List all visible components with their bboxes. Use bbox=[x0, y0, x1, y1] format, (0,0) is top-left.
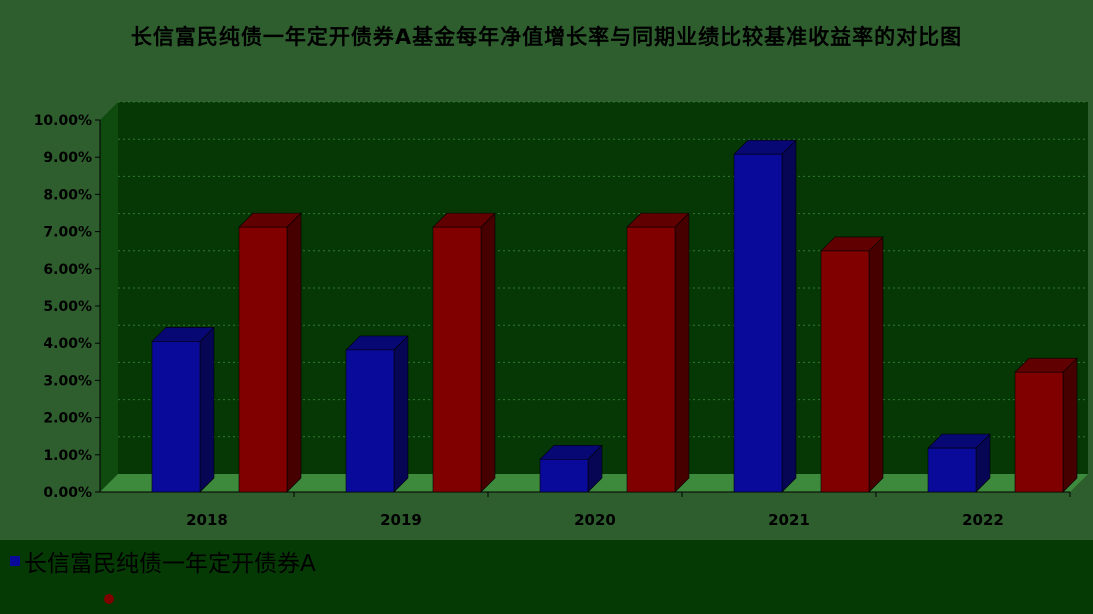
x-tick-label: 2019 bbox=[380, 511, 422, 529]
bar-side bbox=[286, 212, 302, 493]
bar-benchmark-2021 bbox=[820, 250, 870, 493]
x-tick-label: 2022 bbox=[962, 511, 1004, 529]
chart-plot: 0.00% 1.00% 2.00% 3.00% 4.00% 5.00% 6.00% 7.00%… bbox=[34, 101, 1088, 529]
bar-benchmark-2019 bbox=[432, 226, 482, 493]
x-tick-label: 2021 bbox=[768, 511, 810, 529]
legend-swatch-series-2 bbox=[104, 594, 114, 604]
x-tick-label: 2020 bbox=[574, 511, 616, 529]
bar-side bbox=[868, 236, 884, 493]
bar-side bbox=[199, 326, 215, 493]
y-tick-label: 9.00% bbox=[43, 150, 92, 166]
y-tick-label: 4.00% bbox=[43, 336, 92, 352]
y-tick-label: 7.00% bbox=[43, 225, 92, 241]
y-tick-label: 10.00% bbox=[34, 113, 92, 129]
y-tick-label: 2.00% bbox=[43, 411, 92, 427]
bar-benchmark-2020 bbox=[626, 226, 676, 493]
bar-fund-2019 bbox=[345, 349, 395, 493]
bar-benchmark-2022 bbox=[1014, 371, 1064, 493]
bar-fund-2021 bbox=[733, 153, 783, 493]
bar-side bbox=[781, 139, 797, 493]
bar-side bbox=[393, 335, 409, 493]
bar-side bbox=[1062, 357, 1078, 493]
bar-fund-2020 bbox=[539, 458, 589, 493]
chart-title: 长信富民纯债一年定开债券A基金每年净值增长率与同期业绩比较基准收益率的对比图 bbox=[130, 25, 963, 49]
legend: 长信富民纯债一年定开债券A bbox=[0, 540, 1093, 614]
legend-item-series-2 bbox=[104, 594, 118, 604]
bar-fund-2018 bbox=[151, 341, 201, 493]
y-tick-label: 6.00% bbox=[43, 262, 92, 278]
plot-left-wall bbox=[100, 102, 118, 492]
y-tick-label: 5.00% bbox=[43, 299, 92, 315]
legend-label-series-1: 长信富民纯债一年定开债券A bbox=[24, 551, 316, 577]
legend-swatch-series-1 bbox=[10, 556, 20, 566]
y-tick-label: 0.00% bbox=[43, 485, 92, 501]
bar-benchmark-2018 bbox=[238, 226, 288, 493]
bar-fund-2022 bbox=[927, 447, 977, 493]
legend-item-series-1: 长信富民纯债一年定开债券A bbox=[10, 544, 316, 578]
bar-side bbox=[674, 212, 690, 493]
bar-side bbox=[480, 212, 496, 493]
y-tick-label: 3.00% bbox=[43, 373, 92, 389]
y-tick-label: 8.00% bbox=[43, 187, 92, 203]
x-tick-label: 2018 bbox=[186, 511, 228, 529]
y-tick-label: 1.00% bbox=[43, 448, 92, 464]
